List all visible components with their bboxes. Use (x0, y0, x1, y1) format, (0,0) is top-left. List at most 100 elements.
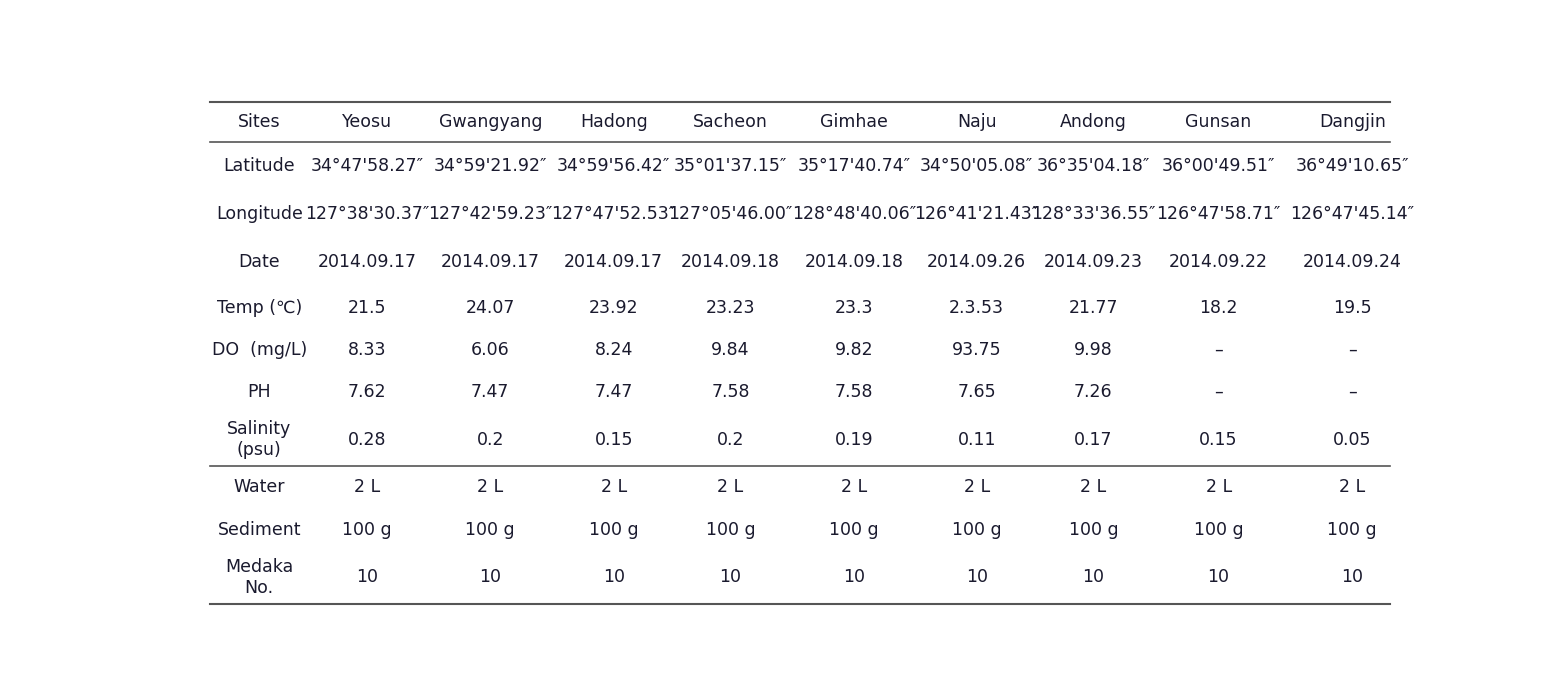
Text: Medaka
No.: Medaka No. (225, 558, 293, 596)
Text: Gunsan: Gunsan (1185, 113, 1252, 131)
Text: 127°05'46.00″: 127°05'46.00″ (668, 205, 793, 223)
Text: 100 g: 100 g (588, 521, 638, 539)
Text: –: – (1214, 341, 1222, 359)
Text: 2 L: 2 L (841, 478, 866, 496)
Text: 128°33'36.55″: 128°33'36.55″ (1032, 205, 1155, 223)
Text: 2 L: 2 L (1080, 478, 1107, 496)
Text: 100 g: 100 g (952, 521, 1002, 539)
Text: Salinity
(psu): Salinity (psu) (226, 420, 292, 459)
Text: Naju: Naju (957, 113, 996, 131)
Text: 35°01'37.15″: 35°01'37.15″ (674, 157, 787, 175)
Text: 126°47'45.14″: 126°47'45.14″ (1291, 205, 1414, 223)
Text: 23.23: 23.23 (706, 299, 756, 317)
Text: Water: Water (234, 478, 286, 496)
Text: 23.92: 23.92 (588, 299, 638, 317)
Text: 6.06: 6.06 (471, 341, 510, 359)
Text: 21.5: 21.5 (348, 299, 386, 317)
Text: 0.2: 0.2 (476, 431, 504, 449)
Text: 2.3.53: 2.3.53 (949, 299, 1004, 317)
Text: 10: 10 (603, 568, 624, 586)
Text: 100 g: 100 g (465, 521, 515, 539)
Text: 36°00'49.51″: 36°00'49.51″ (1161, 157, 1275, 175)
Text: 2 L: 2 L (718, 478, 743, 496)
Text: –: – (1214, 383, 1222, 401)
Text: 9.82: 9.82 (835, 341, 873, 359)
Text: 2014.09.17: 2014.09.17 (564, 254, 663, 272)
Text: Date: Date (239, 254, 279, 272)
Text: 34°59'56.42″: 34°59'56.42″ (557, 157, 670, 175)
Text: Gwangyang: Gwangyang (439, 113, 542, 131)
Text: 2014.09.17: 2014.09.17 (440, 254, 540, 272)
Text: 2014.09.23: 2014.09.23 (1044, 254, 1143, 272)
Text: PH: PH (248, 383, 272, 401)
Text: 127°47'52.53″: 127°47'52.53″ (551, 205, 676, 223)
Text: 35°17'40.74″: 35°17'40.74″ (798, 157, 910, 175)
Text: 100 g: 100 g (706, 521, 756, 539)
Text: 19.5: 19.5 (1333, 299, 1372, 317)
Text: 8.24: 8.24 (595, 341, 632, 359)
Text: 2 L: 2 L (354, 478, 379, 496)
Text: Temp (℃): Temp (℃) (217, 299, 301, 317)
Text: –: – (1347, 383, 1357, 401)
Text: 100 g: 100 g (342, 521, 392, 539)
Text: 2 L: 2 L (601, 478, 628, 496)
Text: Yeosu: Yeosu (342, 113, 392, 131)
Text: 100 g: 100 g (1069, 521, 1118, 539)
Text: Sacheon: Sacheon (693, 113, 768, 131)
Text: 2014.09.18: 2014.09.18 (804, 254, 904, 272)
Text: 2 L: 2 L (478, 478, 503, 496)
Text: 2 L: 2 L (1205, 478, 1232, 496)
Text: Latitude: Latitude (223, 157, 295, 175)
Text: 100 g: 100 g (829, 521, 879, 539)
Text: Sites: Sites (237, 113, 281, 131)
Text: 127°38'30.37″: 127°38'30.37″ (304, 205, 429, 223)
Text: 126°41'21.43″: 126°41'21.43″ (915, 205, 1038, 223)
Text: 10: 10 (720, 568, 741, 586)
Text: 21.77: 21.77 (1069, 299, 1118, 317)
Text: 24.07: 24.07 (465, 299, 515, 317)
Text: 7.47: 7.47 (595, 383, 632, 401)
Text: Dangjin: Dangjin (1319, 113, 1386, 131)
Text: 10: 10 (1341, 568, 1363, 586)
Text: 0.11: 0.11 (957, 431, 996, 449)
Text: 2014.09.24: 2014.09.24 (1303, 254, 1402, 272)
Text: 2014.09.26: 2014.09.26 (927, 254, 1026, 272)
Text: 7.65: 7.65 (957, 383, 996, 401)
Text: 9.84: 9.84 (712, 341, 749, 359)
Text: 7.47: 7.47 (471, 383, 509, 401)
Text: Longitude: Longitude (215, 205, 303, 223)
Text: 0.17: 0.17 (1074, 431, 1113, 449)
Text: 128°48'40.06″: 128°48'40.06″ (791, 205, 916, 223)
Text: 34°59'21.92″: 34°59'21.92″ (434, 157, 546, 175)
Text: 18.2: 18.2 (1199, 299, 1238, 317)
Text: 7.58: 7.58 (712, 383, 749, 401)
Text: 126°47'58.71″: 126°47'58.71″ (1157, 205, 1280, 223)
Text: 100 g: 100 g (1194, 521, 1244, 539)
Text: 8.33: 8.33 (348, 341, 386, 359)
Text: 10: 10 (1208, 568, 1230, 586)
Text: 100 g: 100 g (1327, 521, 1377, 539)
Text: 0.2: 0.2 (716, 431, 745, 449)
Text: 7.62: 7.62 (348, 383, 386, 401)
Text: Gimhae: Gimhae (820, 113, 888, 131)
Text: 36°35'04.18″: 36°35'04.18″ (1037, 157, 1150, 175)
Text: 2014.09.22: 2014.09.22 (1169, 254, 1268, 272)
Text: 2 L: 2 L (1339, 478, 1366, 496)
Text: 7.58: 7.58 (835, 383, 873, 401)
Text: 10: 10 (966, 568, 988, 586)
Text: 23.3: 23.3 (835, 299, 873, 317)
Text: 0.15: 0.15 (1199, 431, 1238, 449)
Text: DO  (mg/L): DO (mg/L) (212, 341, 308, 359)
Text: 7.26: 7.26 (1074, 383, 1113, 401)
Text: 127°42'59.23″: 127°42'59.23″ (428, 205, 553, 223)
Text: 10: 10 (1082, 568, 1104, 586)
Text: 2014.09.18: 2014.09.18 (681, 254, 780, 272)
Text: 10: 10 (356, 568, 378, 586)
Text: 93.75: 93.75 (952, 341, 1002, 359)
Text: 0.15: 0.15 (595, 431, 632, 449)
Text: 10: 10 (479, 568, 501, 586)
Text: 2 L: 2 L (963, 478, 990, 496)
Text: 0.28: 0.28 (348, 431, 386, 449)
Text: Andong: Andong (1060, 113, 1127, 131)
Text: –: – (1347, 341, 1357, 359)
